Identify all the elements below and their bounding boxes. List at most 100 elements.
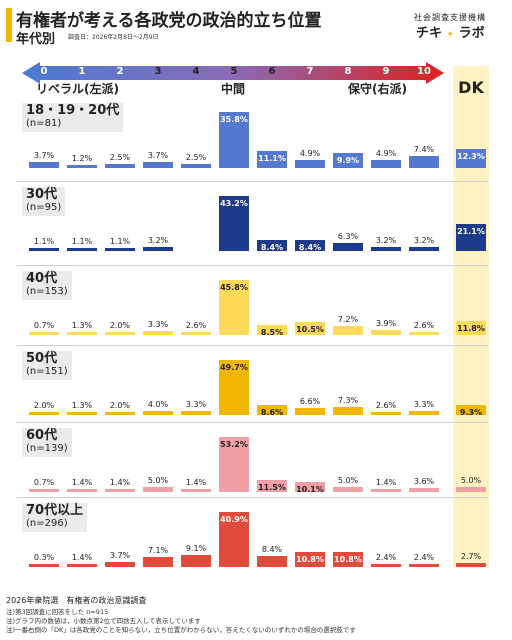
- data-label: 11.1%: [258, 153, 286, 163]
- scale-tick-7: 7: [306, 66, 314, 77]
- bar-9: [371, 489, 401, 492]
- data-label: 6.3%: [337, 231, 359, 241]
- bar-8: [333, 326, 363, 335]
- data-label: 43.2%: [220, 199, 248, 208]
- bar-3: [143, 557, 173, 567]
- bar-3: [143, 162, 173, 168]
- bar-DK: [456, 404, 486, 415]
- data-label: 3.7%: [109, 551, 131, 561]
- data-label: 8.4%: [260, 243, 284, 253]
- bar-DK: [456, 148, 486, 168]
- data-label: 2.6%: [185, 320, 207, 330]
- bar-8: [333, 552, 363, 567]
- data-label: 4.9%: [375, 149, 397, 159]
- age-group-label: 70代以上 (n=296): [22, 503, 88, 532]
- data-label: 9.1%: [185, 543, 207, 553]
- scale-tick-2: 2: [116, 66, 124, 77]
- bar-10: [409, 246, 439, 251]
- bar-2: [105, 164, 135, 168]
- data-label: 4.9%: [299, 149, 321, 159]
- data-label: 0.3%: [33, 553, 55, 562]
- data-label: 1.2%: [71, 154, 93, 163]
- chart-subtitle: 年代別: [16, 32, 56, 47]
- bar-8: [333, 152, 363, 168]
- age-group-name: 18・19・20代: [26, 103, 120, 118]
- bar-0: [29, 564, 59, 567]
- data-label: 2.6%: [413, 320, 435, 330]
- data-label: 6.6%: [299, 396, 321, 406]
- left-wing-label: リベラル(左派): [36, 82, 119, 96]
- data-label: 1.1%: [71, 237, 93, 246]
- bar-5: [219, 112, 249, 168]
- bar-3: [143, 331, 173, 335]
- bar-10: [409, 331, 439, 335]
- bar-4: [181, 411, 211, 415]
- group-separator: [16, 422, 488, 423]
- data-label: 1.4%: [71, 553, 93, 562]
- data-label: 11.8%: [457, 323, 485, 333]
- right-wing-label: 保守(右派): [348, 82, 407, 96]
- age-group-name: 30代: [26, 187, 58, 202]
- bar-7: [295, 240, 325, 251]
- age-group-sample-size: (n=95): [26, 202, 62, 213]
- bar-5: [219, 437, 249, 492]
- data-label: 7.2%: [337, 315, 359, 325]
- data-label: 9.9%: [336, 155, 360, 165]
- bar-10: [409, 488, 439, 492]
- age-group-name: 40代: [26, 271, 58, 286]
- data-label: 3.7%: [147, 151, 169, 161]
- bar-2: [105, 332, 135, 335]
- bar-1: [67, 564, 97, 567]
- data-label: 3.3%: [413, 400, 435, 410]
- bar-1: [67, 332, 97, 335]
- bar-7: [295, 407, 325, 415]
- bar-6: [257, 405, 287, 415]
- data-label: 1.4%: [375, 478, 397, 487]
- data-label: 40.9%: [220, 515, 248, 524]
- data-label: 3.2%: [147, 235, 169, 245]
- data-label: 21.1%: [457, 227, 485, 237]
- bar-8: [333, 242, 363, 251]
- brand-name-2: ラボ: [458, 26, 485, 41]
- data-label: 3.2%: [413, 235, 435, 245]
- data-label: 8.6%: [260, 408, 284, 418]
- scale-tick-3: 3: [154, 66, 162, 77]
- bar-1: [67, 248, 97, 251]
- bar-4: [181, 164, 211, 168]
- bar-0: [29, 248, 59, 251]
- sparkle-icon: ✦: [446, 30, 455, 40]
- brand-logo: チキ ✦ ラボ: [416, 22, 485, 41]
- data-label: 8.5%: [260, 327, 284, 337]
- bar-9: [371, 160, 401, 168]
- age-group-label: 60代 (n=139): [22, 428, 72, 457]
- age-group-sample-size: (n=153): [26, 286, 68, 297]
- data-label: 2.0%: [33, 401, 55, 410]
- group-separator: [16, 265, 488, 266]
- age-group-label: 50代 (n=151): [22, 351, 72, 380]
- data-label: 1.3%: [71, 401, 93, 410]
- data-label: 10.5%: [296, 325, 324, 335]
- age-group-sample-size: (n=139): [26, 443, 68, 454]
- age-group-sample-size: (n=81): [26, 118, 62, 129]
- data-label: 3.3%: [147, 320, 169, 330]
- data-label: 4.0%: [147, 399, 169, 409]
- bar-1: [67, 165, 97, 168]
- bar-5: [219, 512, 249, 567]
- bar-0: [29, 162, 59, 168]
- data-label: 1.4%: [109, 478, 131, 487]
- brand-name: チキ: [416, 26, 443, 41]
- data-label: 3.2%: [375, 235, 397, 245]
- survey-date: 調査日：2026年2月8日〜2月9日: [68, 34, 159, 41]
- data-label: 1.1%: [109, 237, 131, 246]
- data-label: 1.1%: [33, 237, 55, 246]
- scale-tick-6: 6: [268, 66, 276, 77]
- bar-9: [371, 246, 401, 251]
- bar-2: [105, 489, 135, 492]
- age-group-label: 30代 (n=95): [22, 187, 66, 216]
- bar-5: [219, 360, 249, 415]
- bar-4: [181, 554, 211, 567]
- bar-7: [295, 160, 325, 168]
- bar-10: [409, 156, 439, 168]
- bar-10: [409, 563, 439, 567]
- data-label: 5.0%: [337, 475, 359, 485]
